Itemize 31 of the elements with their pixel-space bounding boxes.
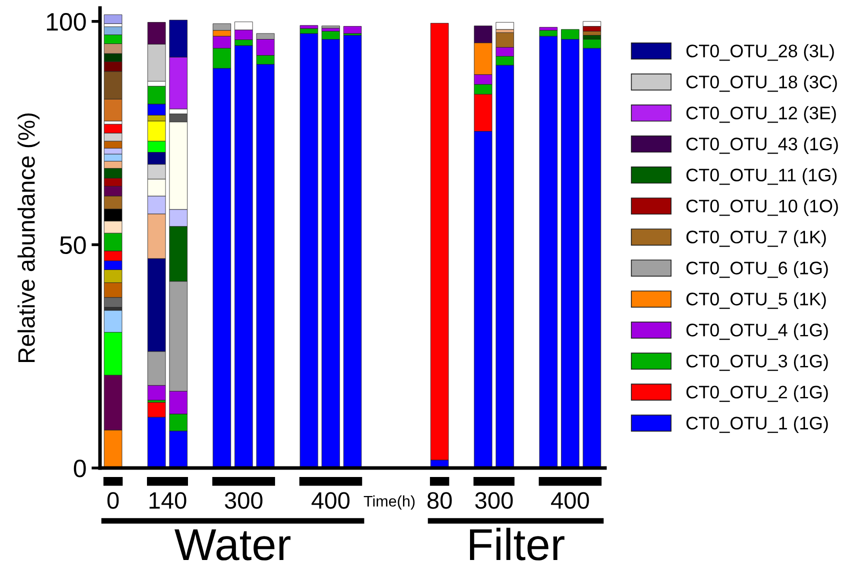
y-tick-label: 100 [47,13,86,31]
legend-label: CT0_OTU_7 (1K) [686,230,826,247]
y-axis-title: Relative abundance (%) [18,113,40,362]
legend-label: CT0_OTU_18 (3C) [686,75,837,92]
bar [496,22,514,30]
x-tick-label: 140 [150,492,186,509]
y-tick-label: 50 [60,236,86,254]
x-tick-label: 400 [312,492,350,509]
legend-label: CT0_OTU_10 (1O) [686,199,838,216]
legend-label: CT0_OTU_6 (1G) [686,261,828,278]
bar [322,26,340,28]
x-tick-label: 400 [551,492,589,509]
x-tick-label: 300 [475,492,513,509]
x-tick-label: 80 [427,492,452,509]
text: Time(h) [364,495,415,510]
legend-label: CT0_OTU_3 (1G) [686,354,828,372]
text: Filter [470,528,564,560]
x-tick-label: 300 [224,492,262,509]
legend-label: CT0_OTU_28 (3L) [686,44,834,61]
legend-label: CT0_OTU_2 (1G) [686,385,828,402]
text: Water [174,529,290,560]
x-tick-label: 0 [107,492,119,509]
legend-label: CT0_OTU_5 (1K) [686,292,826,310]
bar [300,33,318,468]
legend-label: CT0_OTU_11 (1G) [686,168,837,185]
legend-label: CT0_OTU_12 (3E) [686,106,836,123]
legend-label: CT0_OTU_1 (1G) [686,416,828,434]
legend-label: CT0_OTU_4 (1G) [686,323,828,340]
y-tick-label: 0 [74,460,86,478]
legend-label: CT0_OTU_43 (1G) [686,137,838,154]
bar [104,14,122,24]
